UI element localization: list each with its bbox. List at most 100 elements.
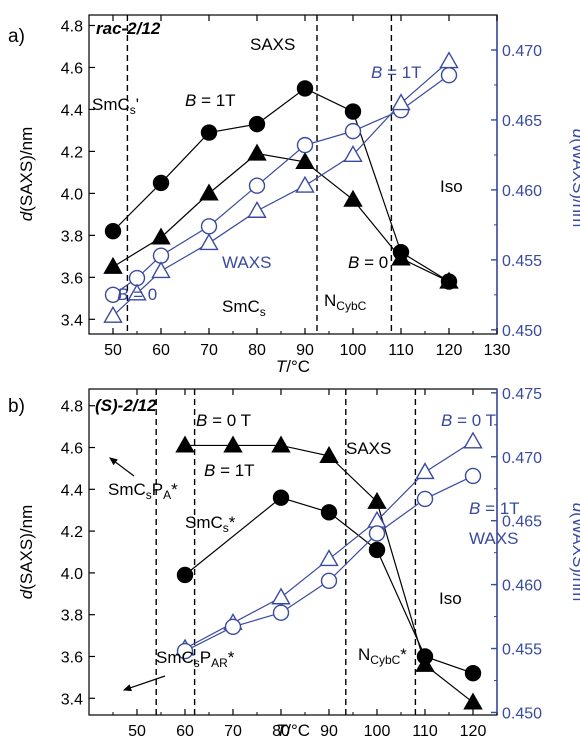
panel-b-annotation-iso: Iso (439, 589, 462, 608)
panel-a-x-tick-label: 80 (248, 342, 266, 359)
panel-a-series-2-point (248, 177, 266, 194)
panel-a-y2-tick-label: 0.455 (502, 253, 542, 270)
panel-b-annotation-smcs-star: SmCs* (185, 513, 236, 535)
panel-a-x-tick-label: 90 (296, 342, 314, 359)
panel-a-series-3-point (247, 200, 267, 218)
panel-b-annotation-smcspar: SmCsPAR* (156, 648, 235, 670)
panel-b-x-tick-label: 70 (224, 723, 242, 738)
panel-b-series-2-point (463, 431, 483, 449)
panel-a-series-markers (103, 51, 459, 323)
panel-b-arrow-smcspar (122, 675, 166, 692)
panel-b-series-3-point (416, 490, 434, 508)
panel-a-series-0-point (248, 115, 266, 133)
panel-b-y2-tick-label: 0.475 (502, 386, 542, 403)
panel-b-series-1-point (272, 489, 290, 506)
panel-b-series-0-point (271, 435, 291, 453)
panel-a-series-3-point (343, 145, 363, 162)
panel-b-phase-boundaries (155, 389, 417, 715)
panel-a-y-tick-label: 4.2 (61, 144, 83, 161)
panel-b-y2-tick-label: 0.450 (502, 705, 542, 722)
panel-a-x-tick-label: 50 (104, 342, 122, 359)
panel-a-series-2-point (128, 269, 146, 287)
panel-b-series-3-point (320, 572, 338, 589)
panel-b-series-0-point (175, 435, 195, 453)
panel-b-annotation-b1t-waxs: B = 1T (469, 499, 520, 518)
panel-a-series-1-point (439, 271, 459, 289)
panel-a-y-tick-label: 4.8 (61, 18, 83, 35)
panel-a-series-0-point (104, 222, 122, 240)
panel-a-series-2-point (152, 247, 170, 264)
panel-a-series-1-point (103, 256, 123, 274)
panel-b-annotation-ncybc: NCybC* (358, 645, 407, 667)
panel-a-series-1-point (343, 189, 363, 207)
panel-b-series-1-point (320, 504, 338, 521)
panel-a-ticks: 50 60 70 80 90 100 110 120 130 3.4 3.6 3.8 4.0 4.2 4.4… (61, 15, 542, 359)
panel-a-series-2-point (200, 218, 218, 235)
panel-a-annotation-b1t-waxs: B = 1T (371, 63, 422, 82)
panel-b-series-markers (175, 431, 483, 710)
panel-a-series-1-point (295, 151, 315, 169)
panel-a-annotation-waxs: WAXS (222, 253, 271, 272)
panel-b-series-0-point (319, 445, 339, 463)
panel-a-annotation-b0-waxs: B = 0 (117, 285, 157, 304)
panel-b-series-0-point (367, 491, 387, 509)
panel-a-series-0-point (344, 103, 362, 120)
panel-a-series-3-point (103, 305, 123, 323)
panel-b-y2-tick-label: 0.470 (502, 450, 542, 467)
panel-b-ticks: 50 60 70 80 90 100 110 120 3.4 3.6 3.8 4.0 4.2 4.4 4.6… (61, 386, 542, 738)
panel-b-x-tick-label: 110 (412, 723, 438, 738)
panel-b-x-tick-label: 50 (128, 723, 146, 738)
panel-a-series-1-point (151, 227, 171, 245)
panel-a-x-tick-label: 60 (152, 342, 170, 359)
panel-a-x-tick-label: 110 (388, 342, 414, 359)
panel-b-series-1-point (464, 665, 482, 682)
panel-b-x-tick-label: 60 (176, 723, 194, 738)
panel-b-series-3-point (464, 467, 482, 485)
panel-b-annotation-waxs: WAXS (469, 529, 518, 548)
panel-a-xlabel: T/°C (276, 357, 310, 376)
panel-b-series-1-point (368, 541, 386, 559)
panel-b-series-1-line (184, 497, 474, 674)
panel-b-y-tick-label: 4.6 (61, 441, 83, 458)
panel-b-y-tick-label: 3.8 (61, 608, 83, 625)
panel-a-series-1-line (112, 152, 450, 283)
panel-b-y2-tick-label: 0.460 (502, 578, 542, 595)
panel-a-y-tick-label: 3.8 (61, 228, 83, 245)
panel-b-annotation-b0t-waxs: B = 0 T (441, 411, 496, 430)
panel-a-series-0-line (112, 87, 450, 283)
panel-a-y2label: d(WAXS)/nm (569, 129, 580, 228)
panel-b-y2-tick-label: 0.455 (502, 642, 542, 659)
panel-a-label: a) (8, 26, 25, 47)
panel-b-y-tick-label: 4.2 (61, 524, 83, 541)
panel-b-series-3-point (368, 525, 386, 542)
panel-a-series-0-point (152, 174, 170, 192)
panel-a-ylabel: d(SAXS)/nm (17, 127, 36, 222)
panel-a-annotation-saxs: SAXS (250, 35, 295, 54)
panel-a-annotation-smcs: SmCs (222, 297, 266, 319)
panel-a-y2-tick-label: 0.450 (502, 323, 542, 340)
panel-a-annotation-b0-saxs: B = 0 (348, 253, 388, 272)
panel-b-y-tick-label: 3.4 (61, 691, 83, 708)
panel-b-title: (S)-2/12 (95, 396, 157, 415)
panel-a-y-tick-label: 3.4 (61, 312, 83, 329)
panel-a-y2-tick-label: 0.460 (502, 183, 542, 200)
panel-a-series-0-point (200, 124, 218, 141)
panel-b-annotation-b1t-saxs: B = 1T (204, 461, 255, 480)
panel-b-series-2-point (271, 587, 291, 605)
panel-b-x-tick-label: 100 (364, 723, 391, 738)
panel-a-y2-tick-label: 0.470 (502, 43, 542, 60)
panel-b-y-tick-label: 4.4 (61, 482, 83, 499)
panel-b-y2-tick-label: 0.465 (502, 514, 542, 531)
panel-b: b) (S)-2/12 50 60 70 80 90 100 110 120 3.4 3.6 3.8… (8, 386, 580, 738)
panel-b-x-tick-label: 90 (320, 723, 338, 738)
panel-a-series-2-point (104, 286, 122, 304)
panel-a-series-0-point (296, 80, 314, 97)
panel-a: a) rac-2/12 50 60 70 80 90 100 110 120 130 3.4 3.6… (8, 14, 580, 376)
panel-b-arrow-smcspa (109, 457, 135, 477)
panel-a-phase-boundaries (126, 15, 393, 334)
panel-b-series-3-point (272, 604, 290, 621)
panel-b-series-1-point (176, 566, 194, 584)
panel-a-series-2-point (296, 136, 314, 154)
panel-a-series-3-point (127, 283, 147, 301)
